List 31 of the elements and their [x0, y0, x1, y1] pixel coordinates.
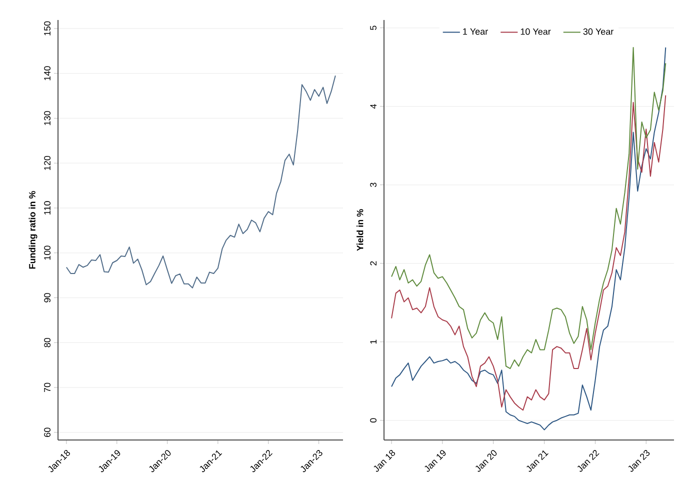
x-tick-label: Jan 21: [526, 450, 548, 472]
legend-label: 1 Year: [463, 28, 488, 35]
y-tick-label: 1: [370, 340, 376, 344]
y-tick-label: 150: [44, 21, 50, 36]
y-tick-label: 60: [44, 428, 50, 437]
x-tick-label: Jan 23: [628, 450, 650, 472]
y-tick-label: 100: [44, 246, 50, 260]
y-tick-label: 80: [44, 338, 50, 348]
legend-label: 30 Year: [583, 28, 614, 35]
y-tick-label: 4: [370, 104, 376, 109]
x-tick-label: Jan 22: [577, 450, 600, 472]
y-tick-label: 2: [370, 261, 376, 266]
y-tick-label: 110: [44, 201, 50, 214]
y-tick-label: 90: [44, 293, 50, 302]
line-series: [391, 94, 666, 411]
x-tick-label: Jan 20: [476, 450, 497, 472]
y-tick-label: 3: [370, 182, 376, 188]
y-axis-title: Funding ratio in %: [28, 190, 38, 269]
line-series: [391, 46, 666, 370]
y-tick-label: 130: [44, 111, 50, 126]
line-series: [66, 75, 336, 288]
y-tick-label: 5: [370, 26, 376, 30]
y-tick-label: 0: [370, 418, 376, 423]
y-tick-label: 140: [44, 66, 50, 80]
y-axis-title: Yield in %: [356, 209, 364, 251]
legend-label: 10 Year: [520, 28, 551, 35]
x-tick-label: Jan 19: [424, 450, 446, 472]
x-tick-label: Jan 18: [374, 450, 396, 472]
line-series: [391, 46, 666, 430]
y-tick-label: 70: [44, 382, 50, 392]
y-tick-label: 120: [44, 156, 50, 170]
